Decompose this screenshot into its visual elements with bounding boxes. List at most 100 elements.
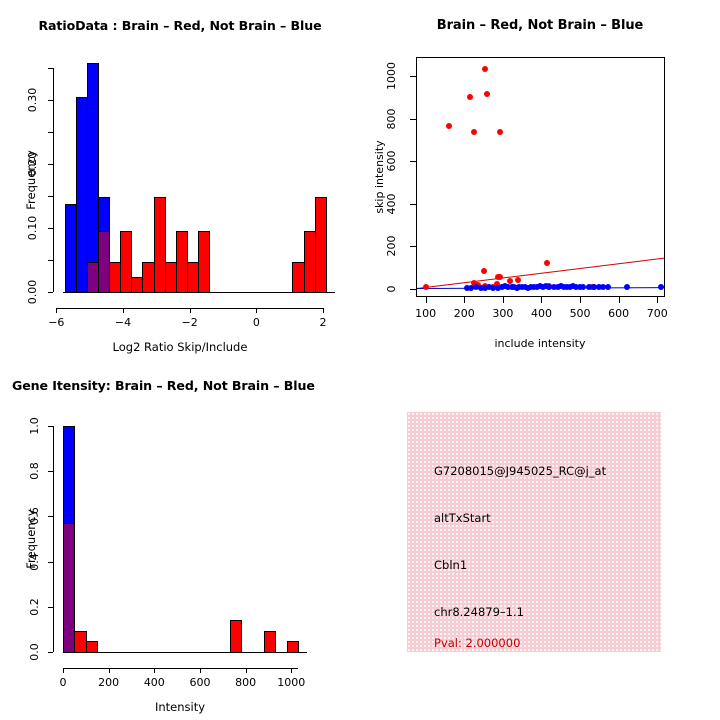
histogram-bar-red	[229, 619, 243, 653]
x-axis-tick	[291, 668, 293, 673]
y-axis-tick	[48, 132, 53, 134]
scatter-point-blue	[546, 283, 553, 290]
histogram-bar-red	[263, 630, 277, 653]
x-axis-tick	[618, 297, 620, 303]
scatter-point-blue	[570, 283, 577, 290]
scatter-point-red	[470, 280, 477, 287]
scatter-point-blue	[576, 283, 583, 290]
scatter-point-blue	[534, 284, 541, 291]
scatter-point-red	[507, 278, 514, 285]
scatter-point-blue	[580, 284, 587, 291]
scatter-point-red	[480, 268, 487, 275]
scatter-point-blue	[524, 284, 531, 291]
scatter-point-blue	[564, 283, 571, 290]
scatter-point-red	[422, 284, 429, 291]
x-axis-tick	[580, 297, 582, 303]
scatter-point-blue	[540, 283, 547, 290]
scatter-point-red	[470, 129, 477, 136]
x-axis-tick-label: 500	[569, 307, 591, 320]
histogram-bar-red	[153, 197, 166, 293]
scatter-point-red	[483, 91, 490, 98]
scatter-point-red	[514, 276, 521, 283]
y-axis-tick-label: 0.00	[26, 279, 39, 305]
x-axis-tick	[63, 668, 64, 673]
scatter-point-blue	[510, 283, 517, 290]
x-axis-tick	[256, 308, 258, 313]
scatter-title: Brain – Red, Not Brain – Blue	[436, 18, 644, 33]
x-axis-tick-label: 1000	[277, 676, 306, 689]
scatter-point-blue	[530, 283, 537, 290]
y-axis-tick	[48, 196, 53, 198]
scatter-point-red	[446, 122, 453, 129]
y-axis-title: Frequency	[24, 150, 38, 210]
x-axis-tick-label: 200	[98, 676, 120, 689]
y-axis-tick	[410, 288, 416, 290]
scatter-point-blue	[554, 283, 561, 290]
gene-symbol-label: Cbln1	[434, 558, 468, 572]
y-axis-tick	[410, 161, 416, 163]
panel-ratio-histogram: RatioData : Brain – Red, Not Brain – Blu…	[0, 0, 360, 360]
scatter-point-red	[497, 129, 503, 136]
scatter-point-blue	[585, 283, 592, 290]
x-axis-tick	[323, 308, 324, 313]
histogram-bar-red	[120, 231, 133, 293]
scatter-point-red	[493, 280, 500, 287]
coordinate-label: chr8.24879–1.1	[434, 605, 524, 619]
x-axis-tick	[425, 297, 427, 303]
y-axis-tick	[48, 561, 53, 563]
y-axis-tick	[48, 292, 53, 293]
histogram-bar-red	[198, 231, 210, 293]
scatter-point-blue	[490, 284, 497, 291]
x-axis-tick-label: 100	[415, 307, 437, 320]
y-axis-tick	[48, 426, 53, 427]
y-axis-tick	[48, 516, 53, 518]
x-axis-tick	[56, 308, 58, 313]
pval-label: Pval: 2.000000	[434, 636, 521, 650]
x-axis-tick	[199, 668, 201, 673]
histogram-bar-red	[286, 641, 300, 653]
y-axis-tick-label: 0.0	[28, 643, 41, 661]
x-axis-tick-label: −6	[48, 316, 65, 329]
x-axis-tick-label: 700	[646, 307, 668, 320]
x-axis-tick	[123, 308, 124, 313]
y-axis-line	[53, 426, 54, 652]
x-axis-tick	[189, 308, 191, 313]
event-type-label: altTxStart	[434, 511, 491, 525]
scatter-point-red	[497, 273, 503, 280]
x-axis-tick-label: 400	[143, 676, 165, 689]
scatter-point-red	[481, 65, 488, 72]
scatter-point-blue	[502, 283, 509, 290]
y-axis-tick	[48, 606, 53, 608]
x-axis-tick-label: 800	[235, 676, 257, 689]
y-axis-tick	[48, 164, 53, 166]
y-axis-tick	[410, 76, 416, 78]
x-axis-tick-label: 200	[453, 307, 475, 320]
y-axis-tick	[48, 652, 53, 653]
scatter-point-blue	[567, 284, 574, 291]
x-axis-tick-label: −2	[181, 316, 198, 329]
scatter-point-blue	[499, 283, 506, 290]
x-axis-title: Intensity	[154, 700, 206, 714]
annotation-box: G7208015@J945025_RC@j_at altTxStart Cbln…	[407, 412, 661, 652]
scatter-point-blue	[505, 283, 512, 290]
histogram-bar-red	[314, 197, 327, 293]
scatter-point-blue	[464, 284, 471, 291]
x-axis-tick	[541, 297, 543, 303]
scatter-point-blue	[543, 282, 550, 289]
y-axis-tick	[410, 246, 416, 248]
scatter-point-blue	[519, 284, 526, 291]
scatter-point-blue	[561, 283, 568, 290]
x-axis-tick	[245, 668, 247, 673]
scatter-point-blue	[573, 283, 580, 290]
x-axis-title: Log2 Ratio Skip/Include	[112, 340, 248, 354]
y-axis-line	[53, 68, 54, 292]
scatter-point-blue	[551, 284, 558, 291]
y-axis-tick-label: 1.0	[28, 417, 41, 435]
x-axis-tick-label: 0	[252, 316, 260, 329]
y-axis-tick-label: 0.30	[26, 88, 39, 113]
y-axis-title: skip intensity	[373, 140, 386, 214]
y-axis-tick	[410, 203, 416, 205]
histogram-bar-overlap	[98, 231, 110, 293]
x-axis-tick	[154, 668, 156, 673]
